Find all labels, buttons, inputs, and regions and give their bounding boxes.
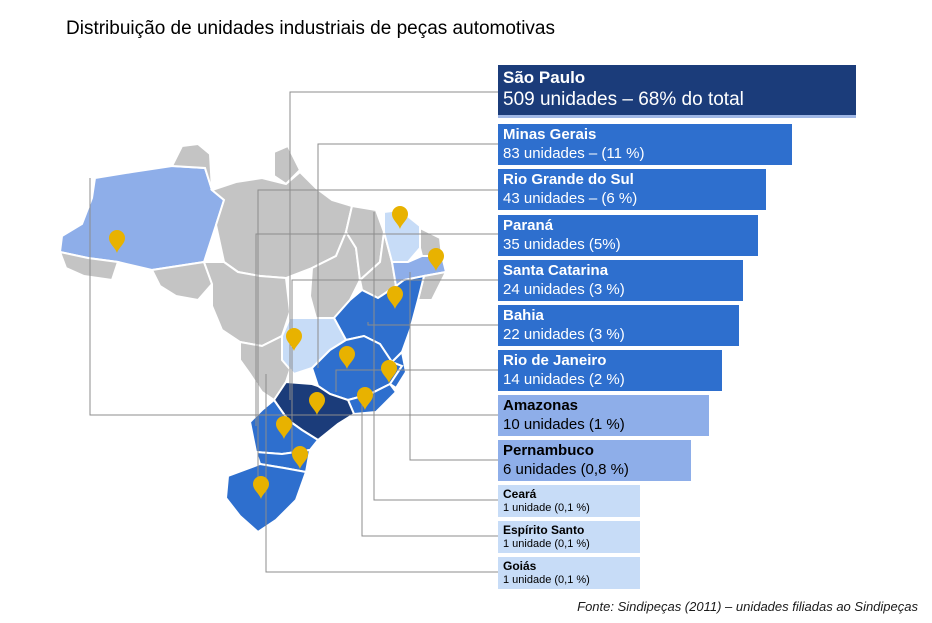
bar-label-name: Bahia [503, 307, 544, 324]
bar-ceara: Ceará 1 unidade (0,1 %) [498, 485, 640, 517]
bar-rio-grande-do-sul: Rio Grande do Sul 43 unidades – (6 %) [498, 169, 766, 210]
state-espirito-santo [388, 349, 408, 390]
bar-amazonas: Amazonas 10 unidades (1 %) [498, 395, 709, 436]
location-pin-icon [357, 387, 373, 410]
location-pin-icon [109, 230, 125, 253]
bar-label-name: Rio Grande do Sul [503, 171, 634, 188]
leader-line-3 [255, 233, 498, 426]
bar-label-value: 509 unidades – 68% do total [503, 89, 744, 110]
bar-label-name: Rio de Janeiro [503, 352, 607, 369]
state-rondonia [150, 260, 214, 302]
location-pin-icon [428, 248, 444, 271]
bar-label-value: 1 unidade (0,1 %) [503, 574, 590, 586]
bar-label-name: Goiás [503, 559, 537, 573]
chart-title: Distribuição de unidades industriais de … [66, 18, 555, 39]
bar-label-value: 10 unidades (1 %) [503, 416, 625, 433]
bar-label-name: Amazonas [503, 397, 579, 414]
leader-line-2 [257, 189, 498, 478]
bar-label-value: 83 unidades – (11 %) [503, 145, 645, 162]
bar-label-value: 24 unidades (3 %) [503, 281, 625, 298]
state-roraima [170, 142, 213, 191]
bar-goias: Goiás 1 unidade (0,1 %) [498, 557, 640, 589]
bar-label-name: Pernambuco [503, 442, 594, 459]
bar-label-value: 1 unidade (0,1 %) [503, 502, 590, 514]
leader-line-9 [373, 212, 498, 501]
location-pin-icon [392, 206, 408, 229]
leader-line-6 [335, 369, 498, 392]
location-pin-icon [286, 328, 302, 351]
leader-line-0 [289, 91, 498, 400]
bar-bahia: Bahia 22 unidades (3 %) [498, 305, 739, 346]
bar-label-value: 43 unidades – (6 %) [503, 190, 638, 207]
location-pin-icon [292, 446, 308, 469]
bar-label-name: Paraná [503, 217, 554, 234]
state-acre [58, 250, 120, 282]
location-pin-icon [339, 346, 355, 369]
bar-label-value: 14 unidades (2 %) [503, 371, 625, 388]
bar-pernambuco: Pernambuco 6 unidades (0,8 %) [498, 440, 691, 481]
leader-line-4 [291, 279, 498, 454]
state-amazonas [58, 164, 226, 272]
bar-label-name: Ceará [503, 487, 537, 501]
bar-espirito-santo: Espírito Santo 1 unidade (0,1 %) [498, 521, 640, 553]
bar-parana: Paraná 35 unidades (5%) [498, 215, 758, 256]
bar-label-name: Santa Catarina [503, 262, 609, 279]
state-tocantins [308, 229, 362, 319]
bar-sao-paulo: São Paulo 509 unidades – 68% do total [498, 65, 856, 118]
leader-line-10 [361, 388, 498, 537]
map-states [58, 142, 448, 534]
location-pin-icon [309, 392, 325, 415]
bar-minas-gerais: Minas Gerais 83 unidades – (11 %) [498, 124, 792, 165]
leader-line-11 [265, 374, 498, 573]
bar-rio-de-janeiro: Rio de Janeiro 14 unidades (2 %) [498, 350, 722, 391]
location-pin-icon [253, 476, 269, 499]
leader-line-5 [367, 322, 498, 326]
bar-label-name: São Paulo [503, 68, 586, 87]
leader-lines [89, 91, 498, 573]
location-pin-icon [387, 286, 403, 309]
map-pins [109, 206, 444, 499]
location-pin-icon [381, 360, 397, 383]
leader-line-8 [409, 272, 498, 461]
bar-label-value: 35 unidades (5%) [503, 236, 621, 253]
bar-label-value: 22 unidades (3 %) [503, 326, 625, 343]
bar-label-name: Espírito Santo [503, 523, 585, 537]
bar-label-value: 1 unidade (0,1 %) [503, 538, 590, 550]
bar-label-value: 6 unidades (0,8 %) [503, 461, 629, 478]
location-pin-icon [276, 416, 292, 439]
bar-santa-catarina: Santa Catarina 24 unidades (3 %) [498, 260, 743, 301]
source-note: Fonte: Sindipeças (2011) – unidades fili… [577, 599, 918, 614]
leader-line-1 [317, 143, 498, 368]
bar-label-name: Minas Gerais [503, 126, 597, 143]
